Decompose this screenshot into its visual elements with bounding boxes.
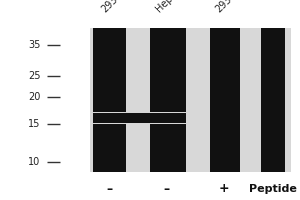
Text: 293: 293 — [213, 0, 234, 14]
Text: Peptide: Peptide — [249, 184, 297, 194]
Text: +: + — [218, 182, 229, 196]
Text: 20: 20 — [28, 92, 40, 102]
Text: –: – — [164, 182, 169, 196]
Text: 35: 35 — [28, 40, 40, 50]
Text: –: – — [106, 182, 112, 196]
Text: HepG2: HepG2 — [153, 0, 184, 14]
Bar — [93, 113, 186, 123]
Text: 25: 25 — [28, 71, 40, 81]
Text: 10: 10 — [28, 157, 40, 167]
Text: 15: 15 — [28, 119, 40, 129]
Bar — [261, 28, 285, 172]
Text: 293: 293 — [99, 0, 120, 14]
